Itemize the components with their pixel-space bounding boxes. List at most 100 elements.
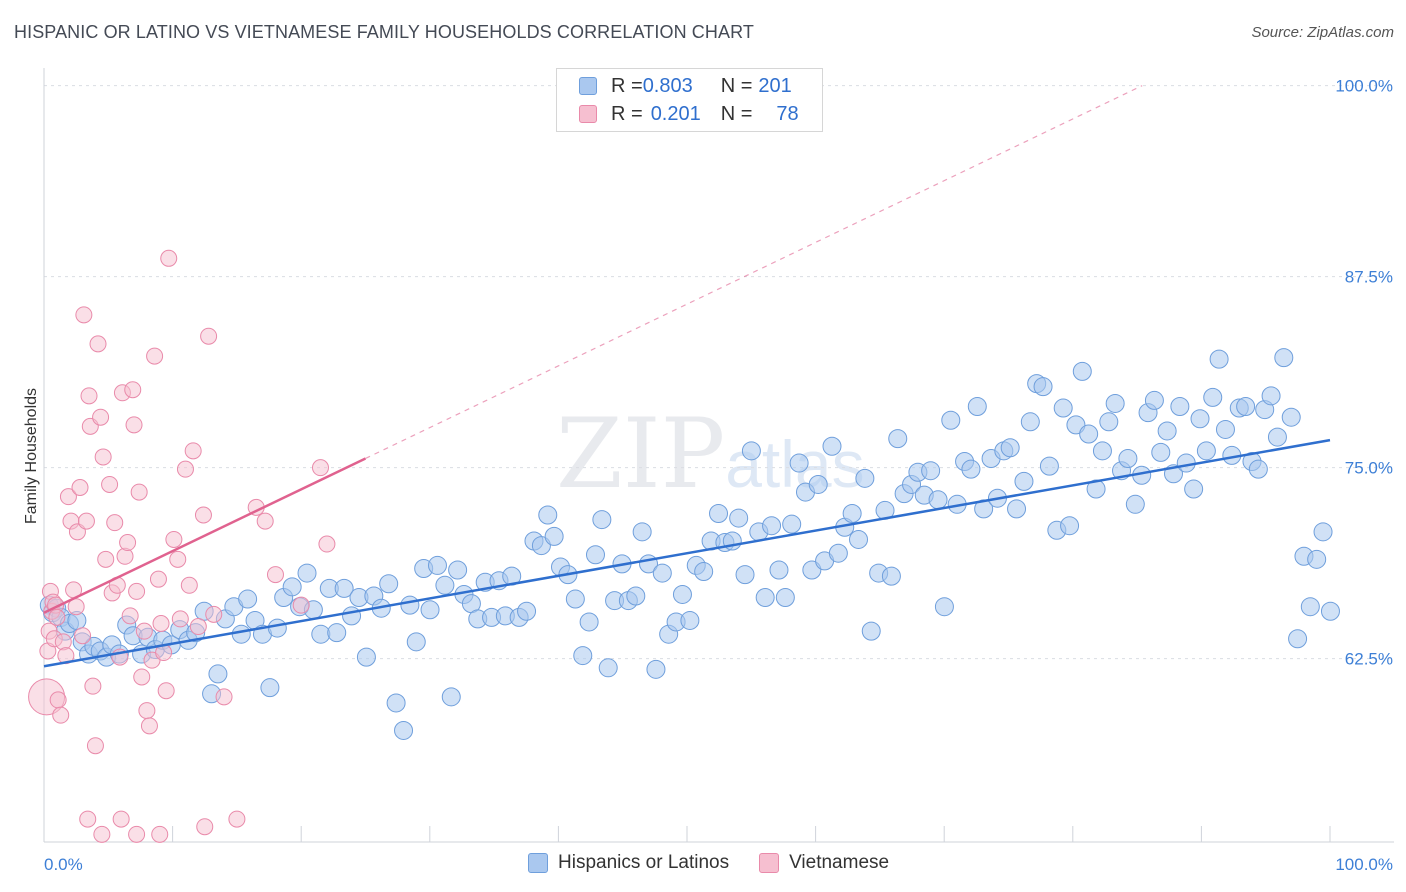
data-point-vietnamese [169, 550, 187, 568]
correlation-legend: R = 0.803 N = 201 R = 0.201 N = 78 [556, 68, 823, 132]
data-point-hispanics [420, 600, 440, 620]
legend-r-value: 0.201 [650, 102, 701, 125]
data-point-hispanics [1118, 448, 1138, 468]
y-tick-label: 87.5% [1345, 268, 1393, 287]
data-point-hispanics [311, 624, 331, 644]
data-point-vietnamese [77, 512, 95, 530]
data-point-hispanics [1072, 361, 1092, 381]
data-point-hispanics [741, 441, 761, 461]
data-point-vietnamese [128, 825, 146, 843]
data-point-hispanics [1190, 409, 1210, 429]
data-point-hispanics [1313, 522, 1333, 542]
data-point-hispanics [573, 646, 593, 666]
data-point-hispanics [544, 526, 564, 546]
y-tick-label: 62.5% [1345, 650, 1393, 669]
data-point-vietnamese [205, 605, 223, 623]
data-point-vietnamese [54, 633, 72, 651]
data-point-vietnamese [135, 622, 153, 640]
data-point-hispanics [632, 522, 652, 542]
tick-labels: 62.5% 75.0% 87.5% 100.0% 0.0% 100.0% [44, 77, 1393, 874]
data-point-hispanics [1157, 421, 1177, 441]
data-point-vietnamese [194, 506, 212, 524]
axes [43, 68, 1394, 843]
data-point-hispanics [941, 410, 961, 430]
series-hispanics-points [39, 348, 1340, 740]
data-point-hispanics [334, 578, 354, 598]
data-point-hispanics [1267, 427, 1287, 447]
legend-item-hispanics[interactable]: Hispanics or Latinos [528, 852, 729, 874]
legend-r-label: R = [611, 74, 643, 97]
data-point-hispanics [928, 490, 948, 510]
data-point-hispanics [231, 624, 251, 644]
data-point-hispanics [1248, 459, 1268, 479]
data-point-vietnamese [160, 249, 178, 267]
data-point-hispanics [921, 461, 941, 481]
data-point-vietnamese [311, 459, 329, 477]
data-point-vietnamese [93, 825, 111, 843]
data-point-hispanics [888, 429, 908, 449]
legend-swatch-pink [759, 853, 780, 873]
data-point-hispanics [1170, 397, 1190, 417]
data-point-hispanics [386, 693, 406, 713]
data-point-hispanics [1053, 398, 1073, 418]
data-point-hispanics [441, 687, 461, 707]
data-point-hispanics [1209, 349, 1229, 369]
data-point-hispanics [448, 560, 468, 580]
data-point-hispanics [327, 623, 347, 643]
data-point-vietnamese [79, 810, 97, 828]
data-point-vietnamese [171, 610, 189, 628]
legend-item-label: Vietnamese [789, 852, 890, 873]
data-point-hispanics [565, 589, 585, 609]
legend-swatch-blue [579, 77, 597, 95]
data-point-hispanics [1020, 412, 1040, 432]
data-point-hispanics [342, 606, 362, 626]
data-point-vietnamese [116, 547, 134, 565]
legend-n-label: N = [720, 74, 753, 97]
data-point-hispanics [626, 586, 646, 606]
data-point-hispanics [1125, 494, 1145, 514]
data-point-vietnamese [228, 810, 246, 828]
legend-r-label: R = [611, 102, 643, 125]
data-point-vietnamese [318, 535, 336, 553]
data-point-vietnamese [52, 706, 70, 724]
data-point-hispanics [406, 632, 426, 652]
data-point-hispanics [579, 612, 599, 632]
data-point-vietnamese [176, 460, 194, 478]
trend-line-hispanics [43, 438, 1331, 668]
data-point-hispanics [1307, 549, 1327, 569]
data-point-hispanics [1300, 597, 1320, 617]
data-point-hispanics [427, 555, 447, 575]
y-tick-label: 100.0% [1335, 77, 1393, 96]
data-point-vietnamese [101, 475, 119, 493]
data-point-hispanics [267, 618, 287, 638]
data-point-hispanics [1105, 393, 1125, 413]
data-point-hispanics [400, 595, 420, 615]
data-point-vietnamese [80, 387, 98, 405]
data-point-hispanics [1236, 397, 1256, 417]
legend-item-vietnamese[interactable]: Vietnamese [759, 852, 889, 874]
data-point-hispanics [1151, 442, 1171, 462]
data-point-vietnamese [49, 691, 67, 709]
data-point-hispanics [1184, 479, 1204, 499]
data-point-hispanics [755, 588, 775, 608]
data-point-hispanics [1092, 441, 1112, 461]
data-point-vietnamese [165, 530, 183, 548]
data-point-hispanics [762, 516, 782, 536]
data-point-vietnamese [48, 608, 66, 626]
x-tick-label: 0.0% [44, 855, 83, 874]
legend-n-value: 201 [758, 74, 792, 97]
data-point-vietnamese [146, 347, 164, 365]
legend-row-vietnamese: R = 0.201 N = 78 [579, 101, 799, 127]
data-point-hispanics [775, 588, 795, 608]
data-point-hispanics [260, 678, 280, 698]
data-point-hispanics [1288, 629, 1308, 649]
data-point-hispanics [1014, 471, 1034, 491]
data-point-vietnamese [149, 570, 167, 588]
data-point-hispanics [598, 658, 618, 678]
data-point-hispanics [709, 503, 729, 523]
data-point-hispanics [1039, 456, 1059, 476]
data-point-vietnamese [157, 682, 175, 700]
watermark: ZIPatlas [556, 398, 865, 510]
data-point-vietnamese [121, 607, 139, 625]
data-point-hispanics [538, 505, 558, 525]
